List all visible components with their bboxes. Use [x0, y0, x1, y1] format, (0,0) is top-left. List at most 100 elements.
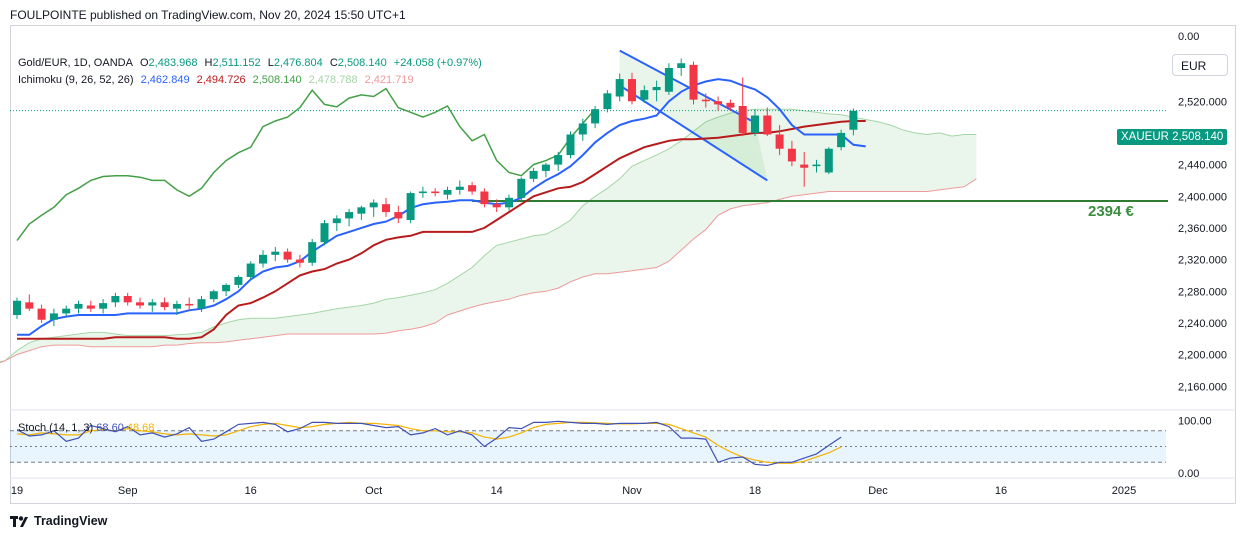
ichimoku-span-a-line — [0, 108, 977, 363]
candle-up — [234, 277, 243, 285]
time-axis-label: 2025 — [1112, 485, 1136, 497]
candle-up — [308, 242, 317, 263]
candle-up — [418, 191, 427, 194]
candle-down — [763, 115, 772, 135]
candle-up — [172, 303, 181, 309]
candle-up — [578, 123, 587, 135]
price-axis-label: 2,520.000 — [1178, 96, 1227, 108]
candle-down — [86, 305, 95, 309]
candle-up — [615, 79, 624, 97]
ichimoku-kijun-value: 2,494.726 — [196, 74, 246, 86]
candle-down — [382, 204, 390, 213]
stoch-band-fill — [10, 430, 1166, 463]
currency-button[interactable]: EUR — [1172, 54, 1228, 76]
candle-up — [566, 134, 575, 156]
candle-up — [505, 197, 513, 208]
candle-up — [320, 223, 329, 243]
stoch-pane — [10, 420, 1166, 467]
price-axis-label: 2,400.000 — [1178, 191, 1227, 203]
ichimoku-cloud — [0, 109, 977, 363]
symbol-tag-price: 2,508.140 — [1172, 131, 1224, 143]
candle-up — [591, 109, 600, 124]
price-axis-top-label: 0.00 — [1178, 31, 1199, 43]
candle-up — [443, 189, 452, 195]
stoch-legend: Stoch (14, 1, 3) 68.60 48.68 — [18, 422, 154, 434]
candle-down — [295, 259, 304, 263]
channel-upper-line — [619, 49, 756, 124]
symbol-price-tag: XAUEUR 2,508.140 — [1117, 129, 1228, 145]
candle-up — [74, 303, 83, 309]
candle-up — [209, 291, 218, 300]
ohlc-legend: Gold/EUR, 1D, OANDA O2,483.968 H2,511.15… — [18, 57, 486, 69]
ohlc-close: C2,508.140 — [329, 57, 387, 69]
candle-up — [197, 299, 206, 309]
chart-frame — [10, 25, 1236, 504]
price-axis-label: 2,440.000 — [1178, 160, 1227, 172]
footer-brand: TradingView — [34, 514, 108, 528]
candle-up — [246, 263, 255, 277]
candle-up — [664, 68, 673, 92]
ohlc-change: +24.058 (+0.97%) — [393, 57, 482, 69]
candle-down — [160, 302, 169, 308]
candle-down — [431, 191, 440, 194]
candle-down — [185, 303, 194, 306]
tradingview-logo-icon — [10, 515, 28, 527]
candle-up — [751, 115, 759, 133]
main-pane — [0, 49, 1168, 364]
price-axis-label: 2,160.000 — [1178, 381, 1227, 393]
candle-up — [824, 148, 833, 173]
candle-up — [345, 212, 354, 219]
ichimoku-chikou-line — [16, 87, 596, 242]
candle-down — [689, 64, 698, 100]
time-axis-label: 19 — [11, 485, 23, 497]
candle-up — [603, 93, 612, 110]
time-axis-label: Oct — [365, 485, 382, 497]
support-level-label: 2394 € — [1088, 203, 1134, 220]
ichimoku-spana-value: 2,478.788 — [308, 74, 358, 86]
candle-down — [480, 191, 489, 205]
candle-up — [271, 251, 280, 255]
ichimoku-label: Ichimoku (9, 26, 52, 26) — [18, 74, 134, 86]
time-axis-label: 16 — [995, 485, 1007, 497]
candle-down — [726, 102, 735, 108]
publisher-line: FOULPOINTE published on TradingView.com,… — [10, 8, 406, 22]
candle-up — [13, 300, 21, 315]
stoch-k-value: 68.60 — [96, 422, 124, 434]
tradingview-footer[interactable]: TradingView — [10, 514, 107, 528]
price-axis-label: 2,360.000 — [1178, 223, 1227, 235]
candle-up — [259, 254, 267, 264]
candle-up — [652, 87, 661, 91]
candle-up — [837, 132, 846, 148]
candle-up — [148, 302, 157, 306]
candle-up — [222, 284, 231, 292]
time-axis-label: 18 — [749, 485, 761, 497]
price-axis-label: 2,320.000 — [1178, 255, 1227, 267]
candle-down — [37, 308, 46, 320]
candle-down — [628, 79, 636, 102]
price-axis-label: 2,200.000 — [1178, 350, 1227, 362]
candle-up — [517, 178, 526, 198]
stoch-label: Stoch (14, 1, 3) — [18, 422, 94, 434]
candle-down — [394, 212, 403, 219]
stoch-k-line — [16, 420, 842, 467]
time-axis-label: 14 — [491, 485, 503, 497]
candle-down — [492, 204, 501, 208]
price-axis-label: 2,280.000 — [1178, 286, 1227, 298]
candle-up — [406, 193, 415, 220]
ichimoku-legend: Ichimoku (9, 26, 52, 26) 2,462.849 2,494… — [18, 74, 418, 86]
candle-down — [738, 106, 747, 133]
candle-up — [849, 110, 858, 130]
candle-up — [99, 303, 108, 309]
time-axis-label: 16 — [245, 485, 257, 497]
candle-up — [541, 164, 550, 171]
candle-up — [455, 186, 464, 190]
ichimoku-kijun-line — [17, 120, 866, 340]
candle-down — [136, 302, 144, 306]
symbol-tag-name: XAUEUR — [1121, 131, 1169, 143]
candle-down — [775, 134, 784, 149]
time-axis-label: Dec — [868, 485, 888, 497]
time-axis-label: Nov — [622, 485, 642, 497]
candle-up — [529, 170, 538, 179]
candle-up — [640, 90, 649, 100]
